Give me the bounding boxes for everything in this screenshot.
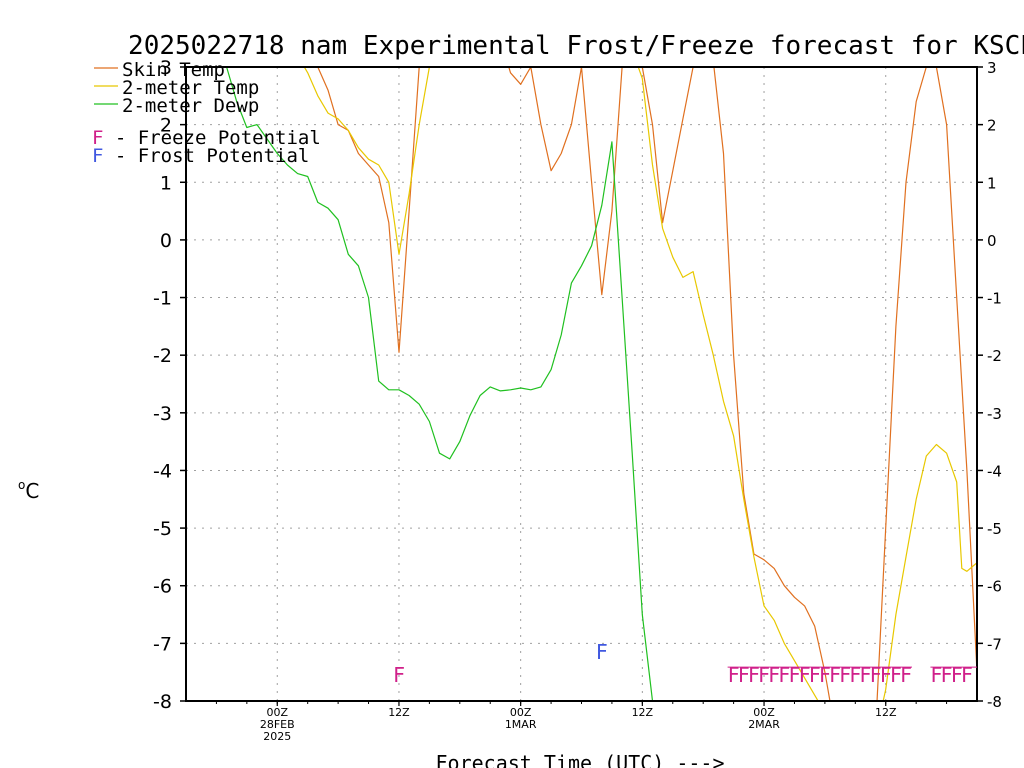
freeze-flag: F — [748, 663, 760, 687]
freeze-flag: F — [809, 663, 821, 687]
y-tick-label: 0 — [160, 230, 172, 252]
legend-freeze: F - Freeze Potential — [92, 127, 321, 149]
x-axis-label: Forecast Time (UTC) ---> — [436, 751, 725, 768]
legend-frost: F - Frost Potential — [92, 145, 309, 167]
freeze-flag: F — [951, 663, 963, 687]
x-tick-label: 12Z — [388, 706, 410, 719]
chart-title: 2025022718 nam Experimental Frost/Freeze… — [128, 31, 1024, 61]
freeze-flag: F — [829, 663, 841, 687]
y-tick-label: 3 — [160, 57, 172, 79]
legend-freeze-letter: F — [92, 127, 103, 149]
y-tick-label-right: -5 — [987, 520, 1002, 538]
legend: Skin Temp 2-meter Temp 2-meter Dewp F - … — [92, 59, 321, 167]
y-axis-label: oC — [18, 478, 39, 503]
legend-frost-text: - Frost Potential — [103, 145, 309, 167]
freeze-flag: F — [799, 663, 811, 687]
freeze-flag: F — [738, 663, 750, 687]
legend-freeze-text: - Freeze Potential — [103, 127, 320, 149]
y-tick-label-right: -3 — [987, 405, 1002, 423]
y-axis-label-degree: o — [18, 478, 25, 492]
freeze-flag: F — [728, 663, 740, 687]
freeze-flag: F — [890, 663, 902, 687]
x-tick-label: 00Z — [753, 706, 775, 719]
freeze-flag: F — [758, 663, 770, 687]
x-tick-label: 12Z — [632, 706, 654, 719]
y-tick-label-right: -8 — [987, 693, 1002, 711]
y-tick-label: 1 — [160, 172, 172, 194]
y-axis-right: -8 -7 -6 -5 -4 -3 -2 -1 0 1 2 3 — [977, 59, 1002, 711]
legend-label-temp2m: 2-meter Temp — [122, 77, 259, 99]
y-tick-label-right: -2 — [987, 347, 1002, 365]
freeze-flag: F — [819, 663, 831, 687]
y-tick-label-right: 2 — [987, 117, 997, 135]
freeze-flag: F — [393, 663, 405, 687]
y-tick-label-right: -6 — [987, 578, 1002, 596]
y-tick-label: 2 — [160, 115, 172, 137]
x-tick-label: 2025 — [263, 730, 291, 743]
series-line-2-meter-dewp — [225, 67, 654, 701]
y-tick-label: -4 — [153, 460, 172, 482]
x-tick-label: 28FEB — [260, 718, 295, 731]
series-line-skin-temp — [262, 67, 977, 701]
freeze-flag: F — [961, 663, 973, 687]
legend-frost-letter: F — [92, 145, 103, 167]
freeze-flag: F — [870, 663, 882, 687]
legend-label-skin: Skin Temp — [122, 59, 225, 81]
y-tick-label-right: -4 — [987, 462, 1002, 480]
freeze-flag: F — [880, 663, 892, 687]
y-tick-label-right: 3 — [987, 59, 997, 77]
y-tick-label-right: 0 — [987, 232, 997, 250]
y-tick-label-right: -1 — [987, 290, 1002, 308]
x-tick-label: 00Z — [266, 706, 288, 719]
frost-flag: F — [596, 640, 608, 664]
legend-label-dewp2m: 2-meter Dewp — [122, 95, 259, 117]
x-tick-label: 12Z — [875, 706, 897, 719]
y-tick-label: -3 — [153, 403, 172, 425]
freeze-flag: F — [768, 663, 780, 687]
freeze-flag: F — [900, 663, 912, 687]
freeze-flag: F — [930, 663, 942, 687]
x-tick-label: 00Z — [510, 706, 532, 719]
x-tick-label: 2MAR — [748, 718, 780, 731]
y-tick-label-right: 1 — [987, 174, 997, 192]
y-tick-label-right: -7 — [987, 635, 1002, 653]
series-lines — [225, 67, 977, 701]
y-axis-label-unit: C — [25, 479, 39, 503]
y-tick-label: -8 — [153, 691, 172, 713]
y-tick-label: -7 — [153, 633, 172, 655]
series-line-2-meter-temp — [303, 67, 977, 701]
y-tick-label: -1 — [153, 288, 172, 310]
freeze-flag: F — [788, 663, 800, 687]
freeze-flag: F — [859, 663, 871, 687]
freeze-flag: F — [839, 663, 851, 687]
freeze-flag: F — [778, 663, 790, 687]
freeze-flag: F — [849, 663, 861, 687]
y-tick-label: -5 — [153, 518, 172, 540]
grid — [186, 67, 977, 701]
y-axis-left: -8 -7 -6 -5 -4 -3 -2 -1 0 1 2 3 — [153, 57, 186, 713]
freeze-flag: F — [941, 663, 953, 687]
x-tick-label: 1MAR — [505, 718, 537, 731]
y-tick-label: -2 — [153, 345, 172, 367]
y-tick-label: -6 — [153, 576, 172, 598]
